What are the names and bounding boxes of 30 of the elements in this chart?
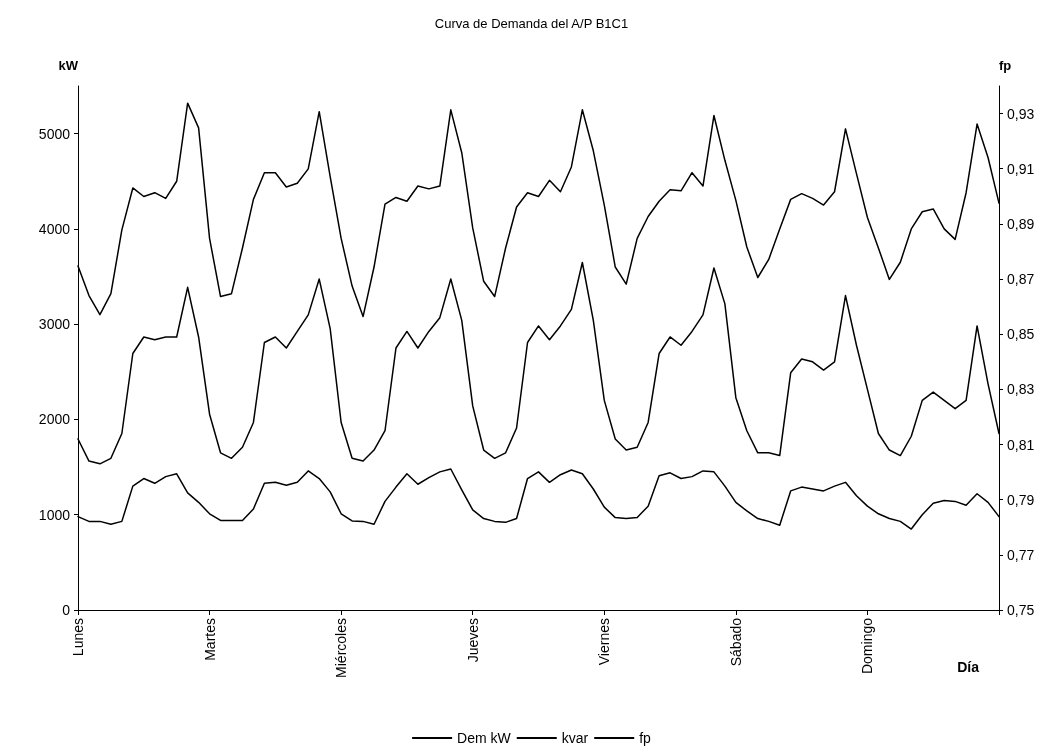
y2-tick-label: 0,85 (1007, 326, 1035, 343)
y-tick-label: 3000 (38, 316, 71, 333)
y2-tick-label: 0,91 (1007, 160, 1035, 177)
x-tick-label: Viernes (596, 618, 613, 666)
y2-tick-label: 0,77 (1007, 546, 1035, 563)
y2-tick-label: 0,79 (1007, 491, 1035, 508)
x-tick-label: Lunes (70, 618, 86, 657)
legend-label: kvar (561, 730, 589, 746)
y-axis-title: kW (58, 58, 79, 73)
y2-tick-label: 0,87 (1007, 271, 1035, 288)
x-tick-label: Sábado (727, 617, 744, 667)
x-tick-label: Jueves (464, 618, 481, 663)
y2-tick-label: 0,83 (1007, 381, 1035, 398)
x-tick-label: Martes (201, 618, 218, 661)
y2-tick-label: 0,75 (1007, 602, 1035, 618)
y-tick-label: 2000 (38, 411, 71, 428)
y-tick-label: 1000 (38, 506, 71, 523)
chart-title: Curva de Demanda del A/P B1C1 (434, 16, 629, 31)
y2-tick-label: 0,81 (1007, 436, 1035, 453)
y2-tick-label: 0,93 (1007, 105, 1035, 122)
x-tick-label: Domingo (859, 617, 876, 675)
y-tick-label: 0 (62, 602, 71, 618)
y-tick-label: 5000 (38, 125, 71, 142)
y2-axis-title: fp (999, 58, 1012, 73)
y-tick-label: 4000 (38, 220, 71, 237)
x-tick-label: Miércoles (333, 618, 350, 678)
y2-tick-label: 0,89 (1007, 215, 1035, 232)
legend-label: fp (639, 730, 652, 746)
x-axis-title: Día (957, 659, 980, 675)
legend-label: Dem kW (457, 730, 512, 746)
